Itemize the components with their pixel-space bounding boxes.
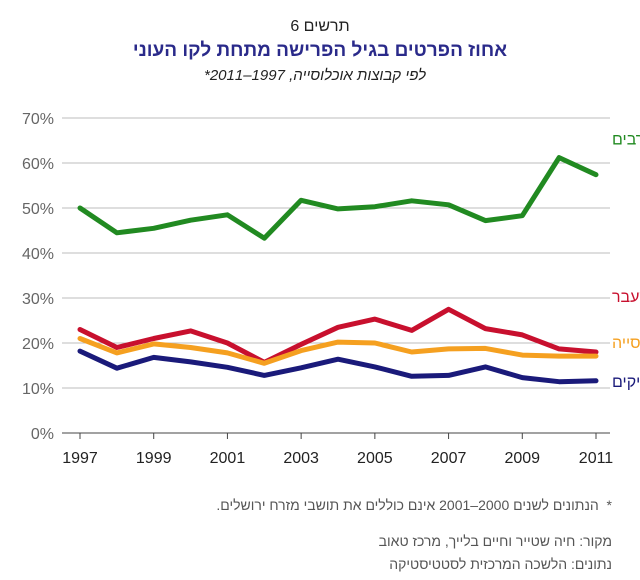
grid [62, 117, 610, 434]
x-axis: 1997 1999 2001 2003 2005 2007 2009 2011 [62, 433, 613, 467]
x-tick-label: 2005 [357, 450, 393, 467]
x-tick-label: 2007 [431, 450, 467, 467]
series-label: ערבים [612, 131, 640, 148]
series-label: ותיקים [612, 374, 640, 391]
y-tick-label: 10% [22, 381, 54, 398]
data-source-credit: נתונים: הלשכה המרכזית לסטטיסטיקה [389, 556, 612, 572]
x-tick-label: 2011 [579, 450, 614, 467]
y-axis: 0% 10% 20% 30% 40% 50% 60% 70% [22, 111, 54, 443]
footnote-text: הנתונים לשנים 2000–2001 אינם כוללים את ת… [216, 497, 599, 513]
series-label: יוצאי ברה"מ לשעבר [612, 288, 640, 306]
series-label: כלל האוכלוסייה [612, 334, 640, 352]
series-labels: ערבים יוצאי ברה"מ לשעבר כלל האוכלוסייה ותיק… [612, 131, 640, 391]
y-tick-label: 70% [22, 111, 54, 128]
series-lines [77, 155, 599, 385]
footnote: * הנתונים לשנים 2000–2001 אינם כוללים את… [216, 497, 612, 513]
x-tick-label: 2001 [210, 450, 246, 467]
x-tick-label: 2009 [504, 450, 540, 467]
y-tick-label: 60% [22, 156, 54, 173]
x-tick-label: 2003 [283, 450, 319, 467]
series-line [77, 336, 599, 366]
y-tick-label: 20% [22, 336, 54, 353]
x-tick-label: 1997 [62, 450, 98, 467]
series-line [77, 348, 599, 385]
y-tick-label: 0% [31, 426, 54, 443]
source-credit: מקור: חיה שטייר וחיים בלייך, מרכז טאוב [378, 533, 612, 549]
footnote-marker: * [606, 497, 612, 513]
chart-title: אחוז הפרטים בגיל הפרישה מתחת לקו העוני [132, 40, 508, 61]
line-chart: 0% 10% 20% 30% 40% 50% 60% 70% 1997 1999 2001 2003… [22, 111, 640, 467]
series-line [77, 155, 599, 241]
y-tick-label: 40% [22, 246, 54, 263]
y-tick-label: 30% [22, 291, 54, 308]
y-tick-label: 50% [22, 201, 54, 218]
series-line [77, 306, 599, 365]
x-tick-label: 1999 [136, 450, 172, 467]
chart-subtitle: לפי קבוצות אוכלוסייה, 1997–2011* [203, 67, 427, 84]
figure-label: תרשים 6 [290, 18, 350, 35]
